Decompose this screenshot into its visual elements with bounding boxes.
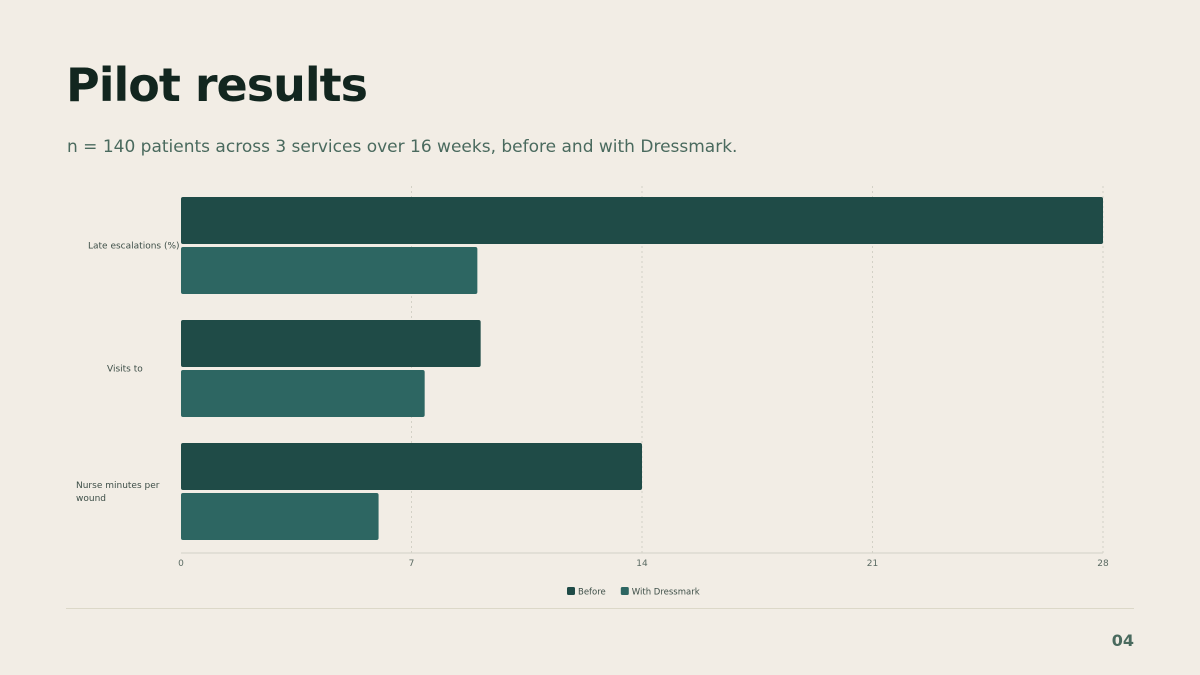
bar-with-dressmark xyxy=(181,247,478,294)
bar-chart: 0 7 14 21 28 Late escalations (%) Visits to Nur… xyxy=(76,186,1109,598)
category-label: Late escalations (%) xyxy=(88,242,180,252)
legend-swatch xyxy=(567,587,575,595)
category-label: Nurse minutes per wound xyxy=(76,481,160,504)
legend-label: With Dressmark xyxy=(632,588,700,598)
x-tick-label: 28 xyxy=(1097,559,1109,569)
legend-swatch xyxy=(620,587,629,595)
x-tick-label: 0 xyxy=(178,559,184,569)
x-tick-label: 7 xyxy=(409,559,415,569)
bar-before xyxy=(181,443,642,490)
bar-before xyxy=(181,197,1103,244)
category-label: Visits to xyxy=(107,365,143,375)
x-tick-label: 14 xyxy=(636,559,648,569)
bar-before xyxy=(181,320,481,367)
legend-label: Before xyxy=(578,588,606,598)
x-tick-label: 21 xyxy=(867,559,878,569)
bar-with-dressmark xyxy=(181,493,379,540)
footer-divider xyxy=(66,608,1134,609)
page-number: 04 xyxy=(1111,631,1134,650)
bar-with-dressmark xyxy=(181,370,425,417)
slide-title: Pilot results xyxy=(66,58,368,112)
slide-subtitle: n = 140 patients across 3 services over … xyxy=(67,137,738,157)
